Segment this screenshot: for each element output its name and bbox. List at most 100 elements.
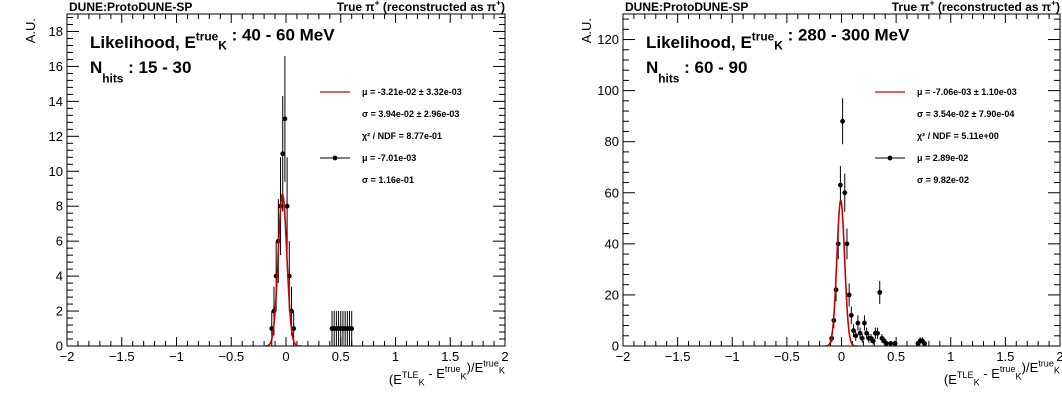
x-axis-label-part: - E [980,366,1001,381]
data-point [851,328,856,334]
energy-label-part: Likelihood, E [646,33,752,52]
x-axis-label-part: K [499,366,505,376]
nhits-label: Nhits : 15 - 30 [90,58,191,85]
energy-label: Likelihood, EtrueK : 280 - 300 MeV [646,25,910,52]
nhits-label-part: hits [658,71,680,85]
x-tick-label: −1.5 [665,349,691,364]
data-point [888,341,894,346]
data-point [844,241,850,247]
x-tick-label: −1 [169,349,184,364]
legend-fit-chi2: χ² / NDF = 8.77e-01 [362,131,442,141]
nhits-label-part: N [90,58,102,77]
header-right-part: + [375,0,380,8]
x-axis-label-part: )/E [1022,360,1039,375]
y-tick-label: 2 [56,304,63,319]
data-point [349,326,355,331]
y-tick-label: 0 [612,339,619,354]
y-tick-label: 120 [597,32,619,47]
data-point [922,341,927,346]
x-tick-label: 2 [501,349,508,364]
y-axis-label: A.U. [23,18,38,43]
x-tick-label: −0.5 [774,349,800,364]
y-axis-label: A.U. [579,18,594,43]
y-tick-label: 40 [605,236,619,251]
data-point [842,190,848,196]
legend-fit-mu: μ = -3.21e-02 ± 3.32e-03 [362,87,462,97]
y-tick-label: 20 [605,287,619,302]
x-axis-label-part: (E [944,372,957,387]
header-left: DUNE:ProtoDUNE-SP [69,0,192,14]
header-right-part: ) [501,0,505,14]
plot-panel-1: −2 −1.5 −1 −0.5 0 0.5 1 1.5 2 0 2 4 6 8 10 12 14 16 18 DUNE… [23,0,509,387]
energy-label: Likelihood, EtrueK : 40 - 60 MeV [90,25,335,52]
header-right: True π+ (reconstructed as π+) [337,0,505,14]
data-point [280,151,286,157]
y-tick-label: 0 [56,339,63,354]
legend-fit-mu: μ = -7.06e-03 ± 1.10e-03 [917,87,1017,97]
x-axis-label-part: K [974,377,980,387]
data-point [857,330,863,336]
x-tick-label: −1 [725,349,740,364]
data-point [892,341,898,346]
y-tick-label: 16 [49,59,63,74]
x-tick-label: 1 [947,349,954,364]
x-tick-label: 0.5 [887,349,905,364]
x-axis-label-part: K [419,377,425,387]
header-left-part: DUNE:ProtoDUNE-SP [69,0,192,14]
y-tick-label: 12 [49,129,63,144]
energy-label-part: : 40 - 60 MeV [227,25,335,44]
plot-panel-2: −2 −1.5 −1 −0.5 0 0.5 1 1.5 2020406080100120DUNE… [579,0,1062,387]
data-point [875,330,880,336]
x-tick-label: 1.5 [441,349,459,364]
x-axis-label-part: - E [425,366,446,381]
data-points [823,98,927,346]
x-axis-label: (ETLEK - EtrueK)/EtrueK [944,358,1060,387]
header-right-part: + [1051,0,1056,8]
header-right-part: + [930,0,935,8]
x-axis-label-part: K [1054,366,1060,376]
header-right-part: (reconstructed as π [380,0,497,14]
y-tick-label: 80 [605,134,619,149]
legend-data-mu: μ = -7.01e-03 [362,153,416,163]
data-point [862,320,867,326]
energy-label-part: true [752,29,775,43]
data-point [284,203,290,209]
header-right-part: ) [1056,0,1060,14]
nhits-label: Nhits : 60 - 90 [646,58,747,85]
data-point [848,312,854,318]
y-tick-label: 18 [49,24,63,39]
x-tick-label: 0.5 [332,349,350,364]
header-left-part: DUNE:ProtoDUNE-SP [625,0,748,14]
header-right: True π+ (reconstructed as π+) [892,0,1060,14]
x-tick-label: −0.5 [218,349,244,364]
y-tick-label: 60 [605,185,619,200]
x-tick-label: 1 [392,349,399,364]
x-axis-label-part: true [483,358,499,368]
legend-data-sigma: σ = 1.16e-01 [362,175,414,185]
legend-data-marker [887,155,893,161]
data-point [859,335,865,341]
x-axis-label: (ETLEK - EtrueK)/EtrueK [389,358,505,387]
x-axis-label-part: K [461,371,467,381]
x-tick-label: 2 [1056,349,1062,364]
y-tick-label: 6 [56,234,63,249]
energy-label-part: : 280 - 300 MeV [783,25,910,44]
legend-data-marker [332,155,338,161]
x-axis-label-part: true [1038,358,1054,368]
x-axis-label-part: true [445,364,461,374]
header-right-part: (reconstructed as π [935,0,1052,14]
nhits-label-part: : 60 - 90 [679,58,747,77]
data-point [291,326,297,331]
x-tick-label: 0 [838,349,845,364]
data-point [282,116,288,122]
legend-fit-chi2: χ² / NDF = 5.11e+00 [917,131,999,141]
data-point [864,330,870,336]
fit-curve [823,199,859,346]
x-axis-label-part: TLE [957,370,974,380]
x-axis-label-part: K [1016,371,1022,381]
header-right-part: True π [892,0,930,14]
legend-fit-sigma: σ = 3.94e-02 ± 2.96e-03 [362,109,459,119]
data-point [870,338,876,344]
x-axis-label-part: )/E [467,360,484,375]
